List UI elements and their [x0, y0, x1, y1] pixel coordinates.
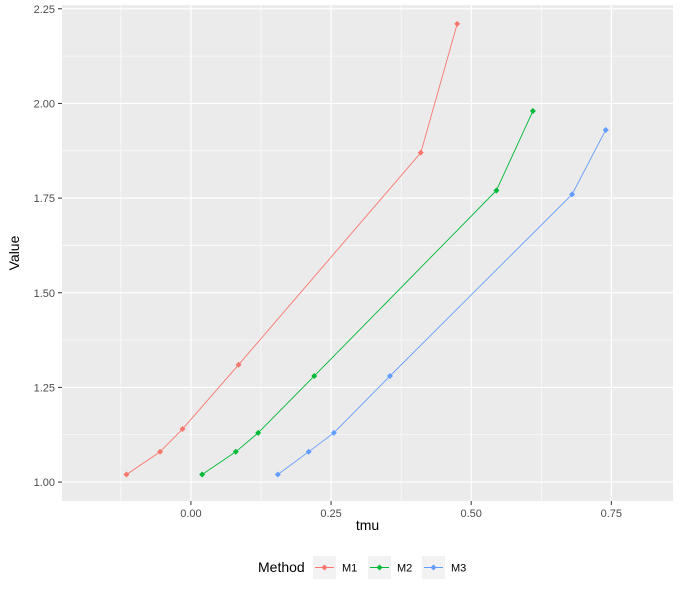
data-point-m3: [386, 373, 393, 380]
data-point-m1: [235, 361, 242, 368]
data-point-m2: [199, 471, 206, 478]
data-point-m2: [232, 448, 239, 455]
x-axis-title: tmu: [356, 517, 379, 533]
x-tick-label: 0.75: [601, 508, 622, 520]
y-tick-label: 1.50: [34, 288, 55, 300]
x-axis: 0.00 0.25 0.50 0.75: [180, 501, 622, 520]
legend-marker-m3: [430, 564, 437, 571]
data-point-m1: [454, 20, 461, 27]
minor-gridlines: [62, 5, 673, 501]
y-tick-label: 1.75: [34, 193, 55, 205]
data-point-m3: [569, 191, 576, 198]
data-point-m1: [179, 426, 186, 433]
data-point-m1: [417, 149, 424, 156]
x-tick-label: 0.50: [460, 508, 481, 520]
data-point-m1: [123, 471, 130, 478]
data-point-m3: [602, 126, 609, 133]
legend-label-m3: M3: [451, 563, 466, 575]
x-tick-label: 0.25: [320, 508, 341, 520]
data-point-m2: [311, 373, 318, 380]
series-line-m1: [126, 23, 458, 475]
data-point-m2: [255, 429, 262, 436]
series-line-m3: [277, 129, 607, 475]
y-tick-label: 2.25: [34, 4, 55, 16]
legend-label-m2: M2: [397, 563, 412, 575]
data-point-m3: [305, 448, 312, 455]
y-axis-title: Value: [6, 235, 22, 270]
legend-marker-m2: [376, 564, 383, 571]
major-gridlines: [62, 5, 673, 501]
data-point-m3: [330, 429, 337, 436]
legend-title: Method: [258, 559, 305, 575]
y-tick-label: 2.00: [34, 98, 55, 110]
data-point-m2: [529, 108, 536, 115]
x-tick-label: 0.00: [180, 508, 201, 520]
series-lines: [126, 23, 607, 475]
legend: Method M1 M2 M3: [258, 556, 466, 579]
y-tick-label: 1.25: [34, 382, 55, 394]
data-point-m2: [493, 187, 500, 194]
data-point-m3: [274, 471, 281, 478]
y-axis: 1.00 1.25 1.50 1.75 2.00 2.25: [34, 4, 62, 489]
legend-label-m1: M1: [342, 563, 357, 575]
y-tick-label: 1.00: [34, 477, 55, 489]
panel-background: [62, 5, 673, 501]
legend-marker-m1: [321, 564, 328, 571]
series-points: [123, 20, 609, 478]
data-point-m1: [157, 448, 164, 455]
series-line-m2: [201, 110, 534, 475]
